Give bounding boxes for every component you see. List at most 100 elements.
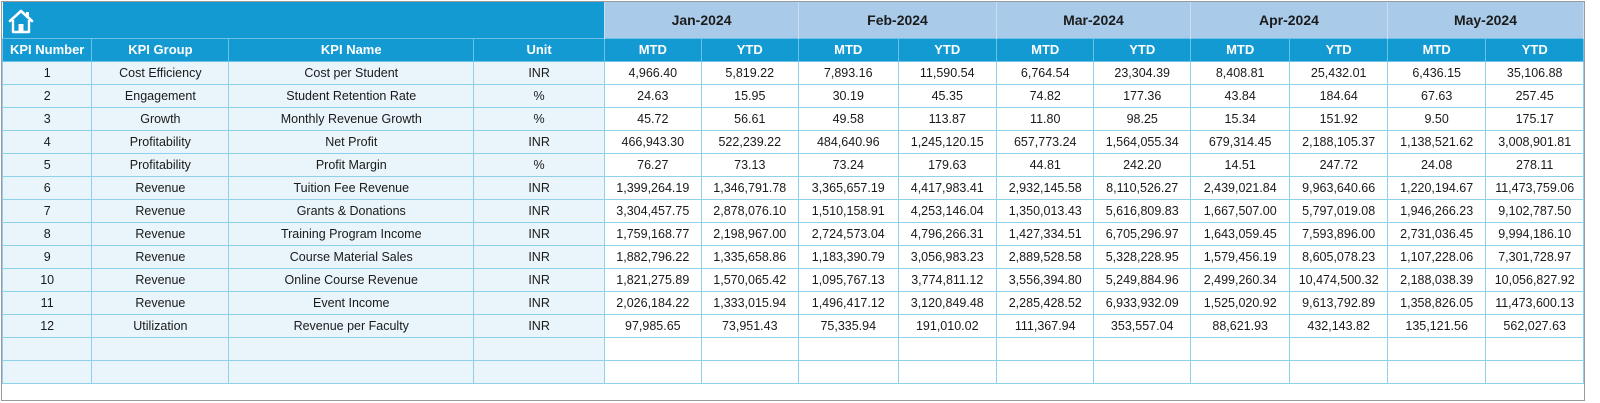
cell-mtd-value[interactable]: 1,350,013.43 bbox=[995, 198, 1095, 223]
cell-mtd-value[interactable]: 2,439,021.84 bbox=[1189, 175, 1291, 200]
empty-cell[interactable] bbox=[798, 359, 899, 384]
cell-ytd-value[interactable]: 522,239.22 bbox=[700, 129, 800, 154]
empty-cell[interactable] bbox=[995, 359, 1095, 384]
cell-ytd-value[interactable]: 6,705,296.97 bbox=[1093, 221, 1191, 246]
empty-cell[interactable] bbox=[700, 336, 800, 361]
empty-cell[interactable] bbox=[897, 359, 997, 384]
empty-cell[interactable] bbox=[897, 336, 997, 361]
empty-cell[interactable] bbox=[604, 336, 702, 361]
cell-kpi-name[interactable]: Event Income bbox=[228, 290, 475, 315]
cell-ytd-value[interactable]: 5,819.22 bbox=[700, 60, 800, 85]
cell-mtd-value[interactable]: 135,121.56 bbox=[1386, 313, 1487, 338]
cell-mtd-value[interactable]: 679,314.45 bbox=[1189, 129, 1291, 154]
cell-ytd-value[interactable]: 15.95 bbox=[700, 83, 800, 108]
cell-kpi-group[interactable]: Revenue bbox=[91, 244, 230, 269]
cell-mtd-value[interactable]: 3,556,394.80 bbox=[995, 267, 1095, 292]
cell-mtd-value[interactable]: 88,621.93 bbox=[1189, 313, 1291, 338]
cell-kpi-name[interactable]: Student Retention Rate bbox=[228, 83, 475, 108]
empty-cell[interactable] bbox=[1093, 336, 1191, 361]
cell-kpi-name[interactable]: Grants & Donations bbox=[228, 198, 475, 223]
cell-ytd-value[interactable]: 179.63 bbox=[897, 152, 997, 177]
empty-cell[interactable] bbox=[1189, 359, 1291, 384]
cell-ytd-value[interactable]: 23,304.39 bbox=[1093, 60, 1191, 85]
cell-kpi-name[interactable]: Revenue per Faculty bbox=[228, 313, 475, 338]
empty-cell[interactable] bbox=[700, 359, 800, 384]
cell-mtd-value[interactable]: 1,183,390.79 bbox=[798, 244, 899, 269]
empty-cell[interactable] bbox=[1386, 336, 1487, 361]
cell-mtd-value[interactable]: 3,365,657.19 bbox=[798, 175, 899, 200]
cell-kpi-group[interactable]: Profitability bbox=[91, 129, 230, 154]
cell-mtd-value[interactable]: 2,188,038.39 bbox=[1386, 267, 1487, 292]
cell-mtd-value[interactable]: 14.51 bbox=[1189, 152, 1291, 177]
cell-ytd-value[interactable]: 35,106.88 bbox=[1485, 60, 1584, 85]
cell-mtd-value[interactable]: 2,731,036.45 bbox=[1386, 221, 1487, 246]
cell-kpi-group[interactable]: Revenue bbox=[91, 267, 230, 292]
empty-cell[interactable] bbox=[228, 336, 475, 361]
cell-ytd-value[interactable]: 73.13 bbox=[700, 152, 800, 177]
empty-cell[interactable] bbox=[1093, 359, 1191, 384]
empty-cell[interactable] bbox=[1189, 336, 1291, 361]
cell-kpi-number[interactable]: 9 bbox=[2, 244, 93, 269]
cell-ytd-value[interactable]: 9,963,640.66 bbox=[1289, 175, 1388, 200]
cell-kpi-group[interactable]: Cost Efficiency bbox=[91, 60, 230, 85]
cell-kpi-name[interactable]: Net Profit bbox=[228, 129, 475, 154]
cell-mtd-value[interactable]: 2,499,260.34 bbox=[1189, 267, 1291, 292]
empty-cell[interactable] bbox=[1289, 336, 1388, 361]
empty-cell[interactable] bbox=[2, 359, 93, 384]
cell-mtd-value[interactable]: 2,889,528.58 bbox=[995, 244, 1095, 269]
cell-mtd-value[interactable]: 6,436.15 bbox=[1386, 60, 1487, 85]
cell-ytd-value[interactable]: 353,557.04 bbox=[1093, 313, 1191, 338]
cell-kpi-group[interactable]: Engagement bbox=[91, 83, 230, 108]
cell-mtd-value[interactable]: 1,667,507.00 bbox=[1189, 198, 1291, 223]
cell-mtd-value[interactable]: 1,427,334.51 bbox=[995, 221, 1095, 246]
cell-mtd-value[interactable]: 74.82 bbox=[995, 83, 1095, 108]
cell-ytd-value[interactable]: 45.35 bbox=[897, 83, 997, 108]
cell-mtd-value[interactable]: 1,358,826.05 bbox=[1386, 290, 1487, 315]
cell-mtd-value[interactable]: 2,932,145.58 bbox=[995, 175, 1095, 200]
cell-ytd-value[interactable]: 1,245,120.15 bbox=[897, 129, 997, 154]
cell-kpi-group[interactable]: Growth bbox=[91, 106, 230, 131]
cell-ytd-value[interactable]: 5,328,228.95 bbox=[1093, 244, 1191, 269]
cell-kpi-number[interactable]: 12 bbox=[2, 313, 93, 338]
cell-mtd-value[interactable]: 45.72 bbox=[604, 106, 702, 131]
cell-mtd-value[interactable]: 1,759,168.77 bbox=[604, 221, 702, 246]
cell-mtd-value[interactable]: 6,764.54 bbox=[995, 60, 1095, 85]
cell-kpi-group[interactable]: Profitability bbox=[91, 152, 230, 177]
cell-ytd-value[interactable]: 2,878,076.10 bbox=[700, 198, 800, 223]
cell-mtd-value[interactable]: 1,525,020.92 bbox=[1189, 290, 1291, 315]
cell-ytd-value[interactable]: 11,590.54 bbox=[897, 60, 997, 85]
cell-ytd-value[interactable]: 73,951.43 bbox=[700, 313, 800, 338]
cell-kpi-group[interactable]: Revenue bbox=[91, 198, 230, 223]
cell-ytd-value[interactable]: 1,564,055.34 bbox=[1093, 129, 1191, 154]
cell-mtd-value[interactable]: 44.81 bbox=[995, 152, 1095, 177]
cell-unit[interactable]: INR bbox=[473, 244, 606, 269]
cell-ytd-value[interactable]: 4,796,266.31 bbox=[897, 221, 997, 246]
cell-unit[interactable]: INR bbox=[473, 129, 606, 154]
cell-kpi-number[interactable]: 6 bbox=[2, 175, 93, 200]
cell-kpi-group[interactable]: Revenue bbox=[91, 221, 230, 246]
cell-mtd-value[interactable]: 466,943.30 bbox=[604, 129, 702, 154]
cell-mtd-value[interactable]: 11.80 bbox=[995, 106, 1095, 131]
empty-cell[interactable] bbox=[1289, 359, 1388, 384]
empty-cell[interactable] bbox=[473, 359, 606, 384]
empty-cell[interactable] bbox=[91, 359, 230, 384]
empty-cell[interactable] bbox=[1485, 359, 1584, 384]
cell-mtd-value[interactable]: 1,510,158.91 bbox=[798, 198, 899, 223]
cell-ytd-value[interactable]: 1,570,065.42 bbox=[700, 267, 800, 292]
cell-mtd-value[interactable]: 1,496,417.12 bbox=[798, 290, 899, 315]
cell-mtd-value[interactable]: 24.63 bbox=[604, 83, 702, 108]
cell-ytd-value[interactable]: 242.20 bbox=[1093, 152, 1191, 177]
cell-ytd-value[interactable]: 113.87 bbox=[897, 106, 997, 131]
cell-unit[interactable]: % bbox=[473, 152, 606, 177]
empty-cell[interactable] bbox=[473, 336, 606, 361]
cell-ytd-value[interactable]: 98.25 bbox=[1093, 106, 1191, 131]
cell-mtd-value[interactable]: 43.84 bbox=[1189, 83, 1291, 108]
cell-ytd-value[interactable]: 1,333,015.94 bbox=[700, 290, 800, 315]
cell-ytd-value[interactable]: 11,473,759.06 bbox=[1485, 175, 1584, 200]
empty-cell[interactable] bbox=[995, 336, 1095, 361]
cell-mtd-value[interactable]: 2,026,184.22 bbox=[604, 290, 702, 315]
empty-cell[interactable] bbox=[1386, 359, 1487, 384]
cell-ytd-value[interactable]: 2,198,967.00 bbox=[700, 221, 800, 246]
cell-ytd-value[interactable]: 175.17 bbox=[1485, 106, 1584, 131]
cell-unit[interactable]: INR bbox=[473, 221, 606, 246]
